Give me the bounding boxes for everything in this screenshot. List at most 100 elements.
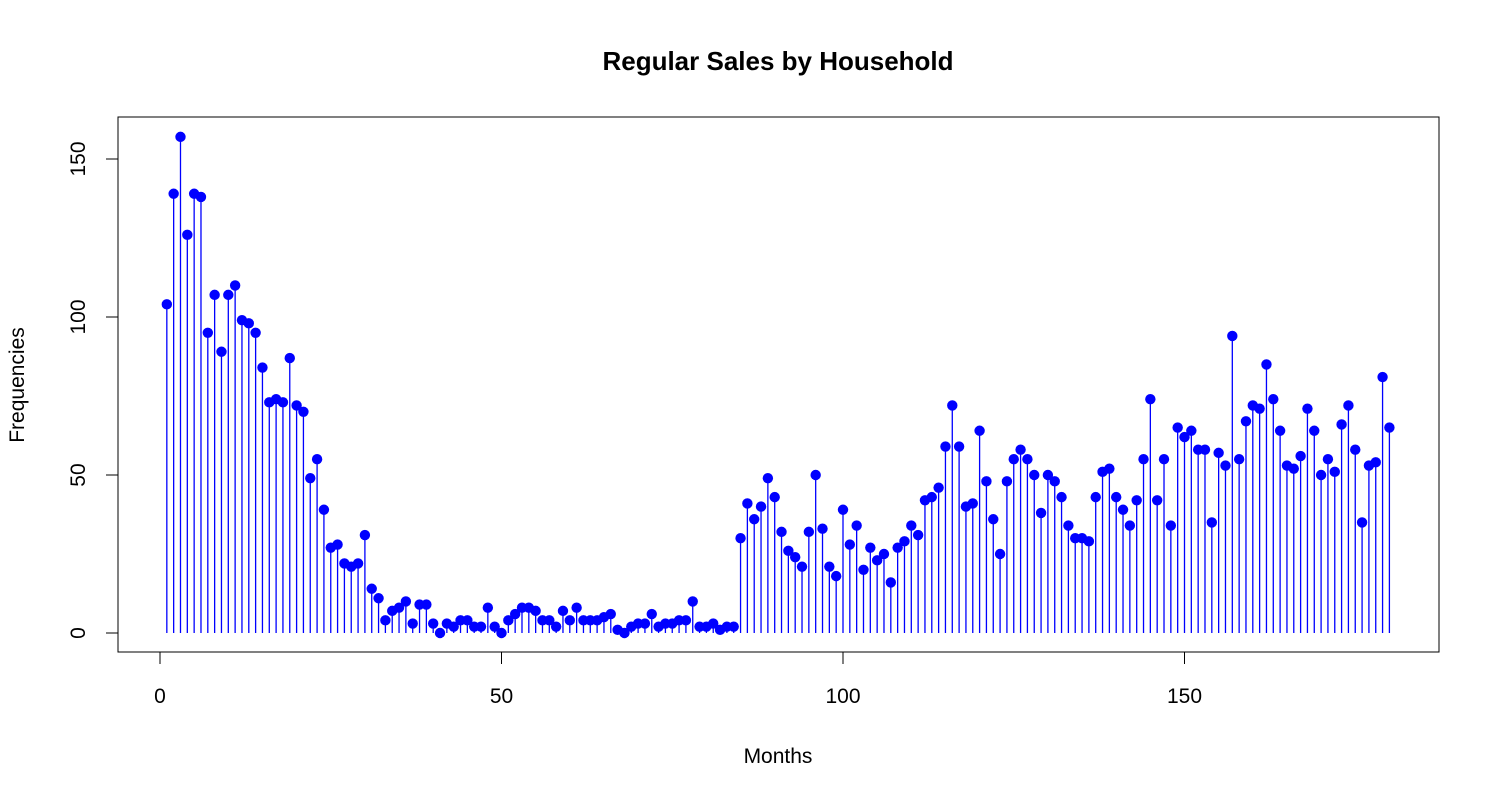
- data-point: [858, 564, 869, 575]
- x-tick-label: 150: [1167, 685, 1202, 708]
- data-point: [1104, 463, 1115, 474]
- data-point: [1233, 454, 1245, 465]
- data-point: [1131, 495, 1142, 506]
- data-point: [1199, 444, 1211, 455]
- data-point: [1206, 517, 1218, 528]
- data-point: [1315, 469, 1327, 481]
- data-point: [1295, 450, 1306, 462]
- data-point: [1261, 359, 1272, 370]
- data-point: [161, 299, 173, 310]
- data-point: [742, 498, 753, 509]
- data-point: [393, 602, 405, 613]
- data-point: [906, 520, 917, 531]
- data-point: [1172, 422, 1183, 433]
- data-point: [311, 454, 323, 465]
- data-point: [953, 441, 965, 452]
- data-point: [810, 469, 821, 481]
- data-point: [994, 548, 1006, 560]
- data-point: [428, 618, 439, 629]
- data-point: [1370, 457, 1381, 468]
- data-point: [182, 229, 193, 241]
- data-point: [530, 605, 541, 617]
- data-point: [564, 615, 575, 626]
- data-point: [605, 608, 616, 620]
- data-point: [209, 289, 220, 301]
- data-point: [865, 542, 876, 553]
- data-point: [373, 593, 384, 604]
- data-point: [1227, 330, 1238, 342]
- data-point: [871, 555, 883, 566]
- data-point: [1008, 454, 1019, 465]
- data-point: [550, 621, 562, 632]
- data-point: [1186, 425, 1197, 436]
- data-point: [1350, 444, 1361, 455]
- data-point: [503, 615, 514, 626]
- data-point: [1240, 416, 1252, 427]
- data-point: [1302, 403, 1313, 414]
- data-point: [509, 608, 521, 620]
- data-point: [892, 542, 903, 553]
- chart-title: Regular Sales by Household: [602, 46, 953, 76]
- data-point: [728, 621, 739, 632]
- data-point: [851, 520, 862, 531]
- data-point: [250, 327, 261, 338]
- plot-frame: [117, 116, 1440, 653]
- data-point: [912, 529, 924, 541]
- data-point: [837, 504, 849, 515]
- data-point: [1268, 393, 1279, 405]
- data-point: [1213, 447, 1224, 459]
- data-point: [284, 352, 295, 364]
- data-point: [735, 533, 746, 544]
- data-point: [366, 583, 377, 594]
- data-point: [988, 514, 999, 525]
- y-tick-label: 150: [67, 141, 90, 176]
- data-point: [1063, 520, 1074, 531]
- data-point: [1274, 425, 1286, 436]
- y-tick-label: 50: [67, 463, 90, 486]
- data-point: [1343, 400, 1354, 411]
- data-point: [332, 539, 343, 550]
- y-tick-label: 100: [67, 299, 90, 334]
- data-point: [1056, 491, 1067, 503]
- data-point: [475, 621, 487, 632]
- data-point: [421, 599, 432, 610]
- data-point: [1049, 476, 1060, 487]
- data-point: [557, 605, 569, 617]
- data-point: [1384, 422, 1395, 433]
- data-point: [202, 327, 214, 338]
- data-point: [257, 362, 268, 373]
- data-point: [680, 615, 692, 626]
- data-point: [400, 596, 412, 607]
- data-point: [195, 191, 207, 203]
- data-point: [1145, 393, 1156, 405]
- data-point: [318, 504, 330, 515]
- data-point: [1111, 491, 1122, 503]
- data-point: [885, 577, 897, 588]
- data-point: [762, 472, 774, 484]
- x-tick-label: 0: [154, 685, 166, 708]
- data-point: [1356, 517, 1368, 528]
- data-point: [755, 501, 767, 512]
- data-point: [878, 548, 890, 560]
- data-point: [933, 482, 944, 493]
- data-point: [1124, 520, 1136, 531]
- x-tick-label: 100: [825, 685, 860, 708]
- data-point: [783, 545, 794, 557]
- data-point: [168, 188, 179, 199]
- data-point: [619, 627, 630, 639]
- data-point: [749, 514, 760, 525]
- data-point: [229, 280, 241, 291]
- data-point: [1090, 491, 1101, 503]
- data-point: [175, 131, 186, 143]
- data-point: [708, 618, 719, 629]
- data-point: [899, 536, 910, 547]
- data-point: [769, 491, 780, 503]
- data-point: [1138, 454, 1149, 465]
- data-point: [407, 618, 418, 629]
- data-point: [1329, 466, 1340, 478]
- data-point: [1042, 469, 1054, 481]
- data-point: [803, 526, 815, 538]
- data-point: [448, 621, 459, 632]
- data-point: [687, 596, 698, 607]
